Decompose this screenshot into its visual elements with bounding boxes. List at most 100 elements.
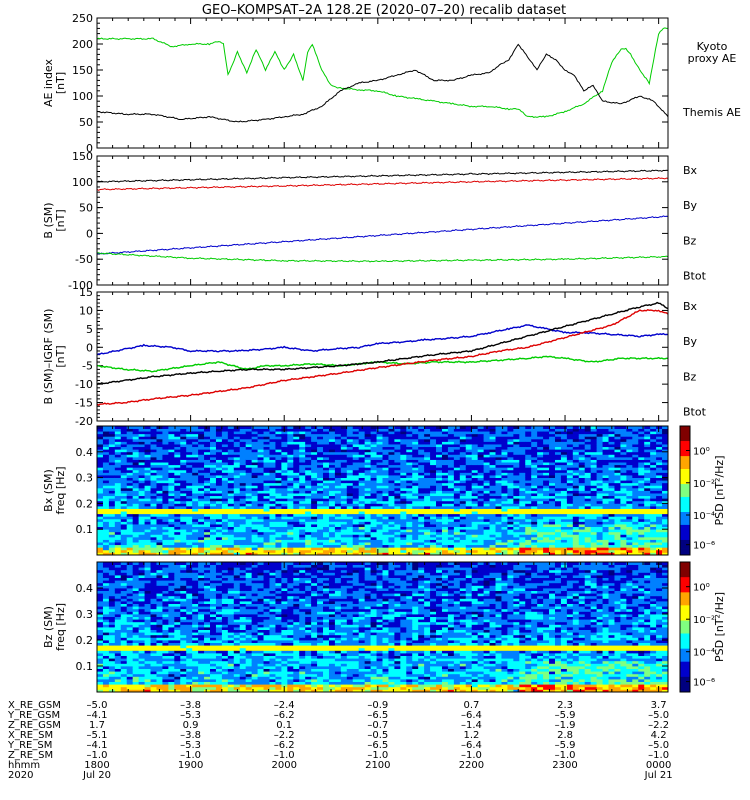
ephemeris-value: –2.4 (274, 700, 295, 711)
bx_spec-colorbar-tick-label: 10⁻⁴ (693, 511, 715, 522)
panel-bz_spec: 0.10.20.30.4Bz (SM) freq [Hz]10⁰10⁻²10⁻⁴1… (42, 561, 726, 693)
bz_spec-ytick-label: 0.4 (76, 582, 94, 595)
db-ytick-label: 0 (86, 341, 93, 354)
legend-btot: Btot (683, 270, 707, 283)
b-ylabel: [nT] (54, 209, 67, 231)
bz_spec-ylabel: Bz (SM) (42, 606, 55, 648)
series-themis-ae (97, 43, 668, 123)
bx_spec-ylabel: freq [Hz] (54, 466, 67, 514)
db-ytick-label: 10 (79, 304, 93, 317)
db-ytick-label: -20 (75, 415, 93, 428)
series-bx (97, 324, 668, 356)
bx_spec-colorbar-label: PSD [nT²/Hz] (713, 455, 726, 525)
ae-series-group (97, 27, 668, 123)
ephemeris-value: 2200 (459, 760, 484, 771)
series-by (97, 252, 668, 263)
b-ylabel: B (SM) (42, 202, 55, 238)
ephemeris-value: –1.4 (461, 720, 482, 731)
series-bz (97, 309, 668, 406)
ephemeris-value: 2000 (271, 760, 296, 771)
ephemeris-value: –4.1 (87, 710, 108, 721)
bx_spec-ylabel: Bx (SM) (42, 469, 55, 512)
bx_spec-colorbar-frame (679, 425, 691, 556)
db-ytick-label: -5 (82, 360, 93, 373)
ephemeris-value: 2.3 (557, 700, 573, 711)
ephemeris-value: –5.1 (87, 730, 108, 741)
ephemeris-label: Z_RE_GSM (8, 720, 61, 731)
figure-title: GEO–KOMPSAT–2A 128.2E (2020–07–20) recal… (202, 3, 566, 18)
ephemeris-value: –0.7 (367, 720, 388, 731)
ephemeris-value: 3.7 (651, 700, 667, 711)
bx_spec-ytick-label: 0.4 (76, 446, 94, 459)
db-series-group (97, 301, 668, 406)
legend-kyoto-proxy-ae: Kyoto (697, 40, 728, 53)
panel-bx_spec: 0.10.20.30.4Bx (SM) freq [Hz]10⁰10⁻²10⁻⁴1… (42, 425, 726, 556)
legend-bz: Bz (683, 234, 697, 247)
ephemeris-label: hhmm (8, 760, 40, 771)
ephemeris-value: –6.2 (274, 740, 295, 751)
b-ytick-label: 150 (72, 150, 93, 163)
ephemeris-value: –1.0 (180, 750, 201, 761)
db-ytick-label: -15 (75, 397, 93, 410)
ephemeris-value: –6.4 (461, 710, 482, 721)
b-ytick-label: 100 (72, 176, 93, 189)
ephemeris-value: 2100 (365, 760, 390, 771)
ae-ytick-label: 200 (72, 38, 93, 51)
bz_spec-ytick-label: 0.1 (76, 660, 94, 673)
db-ylabel: [nT] (54, 345, 67, 367)
bx_spec-colorbar-tick-label: 10⁻² (693, 479, 715, 490)
ephemeris-value: –5.0 (87, 700, 108, 711)
bx_spec-ytick-label: 0.3 (76, 472, 94, 485)
bz_spec-colorbar-tick-label: 10⁻⁴ (693, 648, 715, 659)
legend-bx: Bx (683, 164, 698, 177)
ephemeris-value: 0.7 (463, 700, 479, 711)
db-ytick-label: 15 (79, 286, 93, 299)
ae-ylabel: [nT] (54, 72, 67, 94)
ephemeris-label: X_RE_SM (8, 730, 53, 741)
bx_spec-heatmap (97, 426, 669, 556)
ephemeris-value: 0.9 (183, 720, 199, 731)
series-bx (97, 215, 668, 255)
ephemeris-value: –3.8 (180, 700, 201, 711)
bz_spec-colorbar-tick-label: 10⁰ (693, 583, 710, 594)
ephemeris-value: 2300 (552, 760, 577, 771)
bz_spec-frame (96, 561, 669, 693)
ephemeris-value: 1900 (178, 760, 203, 771)
legend-bx: Bx (683, 300, 698, 313)
b-ytick-label: -50 (75, 253, 93, 266)
ephemeris-value: Jul 21 (644, 770, 673, 781)
series-btot (97, 301, 668, 386)
ephemeris-value: 0000 (646, 760, 671, 771)
ephemeris-value: 1.2 (463, 730, 479, 741)
ephemeris-table: X_RE_GSM –5.0 –3.8 –2.4 –0.9 0.7 2.3 3.7 Y_RE_GS… (7, 700, 673, 781)
ephemeris-value: –2.2 (274, 730, 295, 741)
ephemeris-value: –2.2 (648, 720, 669, 731)
ephemeris-value: –1.0 (87, 750, 108, 761)
b-ytick-label: 0 (86, 227, 93, 240)
series-bz (97, 177, 668, 191)
bz_spec-colorbar-tick-label: 10⁻² (693, 615, 715, 626)
legend-by: By (683, 335, 698, 348)
bx_spec-frame (96, 425, 669, 556)
series-btot (97, 169, 668, 183)
ephemeris-value: –1.9 (555, 720, 576, 731)
panel-db: -20 -15 -10 -5 0 5 10 15 B (SM)–IGRF (SM) [nT] Bx B… (42, 286, 707, 428)
ae-ytick-label: 250 (72, 12, 93, 25)
bz_spec-ytick-label: 0.3 (76, 608, 94, 621)
db-ytick-label: 5 (86, 323, 93, 336)
ephemeris-label: Z_RE_SM (8, 750, 53, 761)
ephemeris-value: –6.4 (461, 740, 482, 751)
ephemeris-label: Y_RE_GSM (7, 710, 60, 721)
series-by (97, 355, 668, 373)
ephemeris-label: Y_RE_SM (7, 740, 52, 751)
ephemeris-value: –0.5 (367, 730, 388, 741)
bx_spec-colorbar-tick-label: 10⁰ (693, 447, 710, 458)
bz_spec-ytick-label: 0.2 (76, 634, 94, 647)
ephemeris-value: –5.0 (648, 710, 669, 721)
ephemeris-value: –1.0 (648, 750, 669, 761)
bx_spec-colorbar-tick-label: 10⁻⁶ (693, 541, 715, 552)
ephemeris-value: –6.2 (274, 710, 295, 721)
ephemeris-value: Jul 20 (82, 770, 111, 781)
